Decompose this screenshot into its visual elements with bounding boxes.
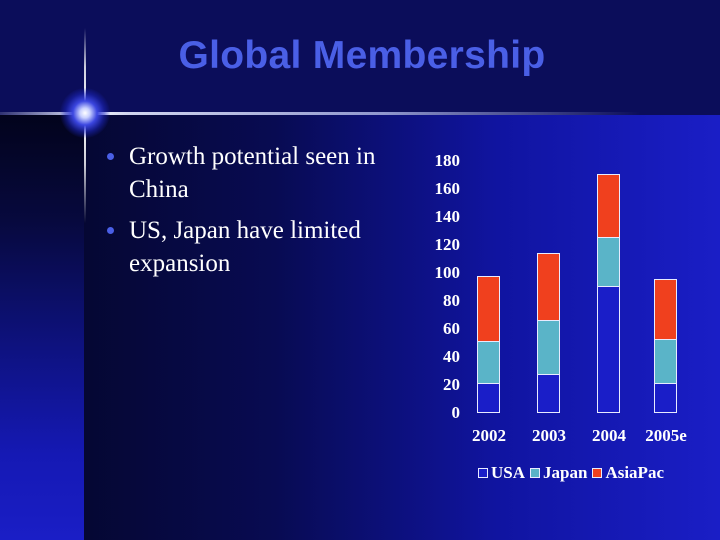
segment-asiapac — [478, 276, 499, 342]
x-tick-label: 2004 — [592, 426, 626, 445]
y-tick-label: 180 — [434, 151, 461, 170]
star-glow-icon — [60, 88, 110, 138]
bar-2002 — [477, 275, 500, 413]
segment-usa — [538, 374, 559, 412]
stacked-bar-chart: 180 160 140 120 100 80 60 40 20 0 2002 2003 2004 200… — [410, 140, 710, 500]
legend: USA Japan AsiaPac — [478, 463, 669, 483]
asiapac-swatch-icon — [592, 468, 603, 478]
y-tick-label: 140 — [434, 207, 461, 226]
y-tick-label: 80 — [443, 291, 460, 310]
bullet-text: Growth potential seen in China — [129, 143, 376, 203]
legend-label: Japan — [543, 463, 588, 482]
legend-label: USA — [491, 463, 526, 482]
horizontal-rule — [0, 112, 640, 115]
segment-asiapac — [598, 174, 619, 239]
bullet-list: Growth potential seen in China US, Japan… — [106, 140, 416, 280]
legend-item-japan: Japan — [530, 463, 587, 483]
segment-usa — [598, 287, 619, 412]
title-band — [0, 0, 720, 115]
segment-japan — [478, 341, 499, 385]
x-tick-label: 2002 — [472, 426, 506, 445]
bar-2005e — [654, 278, 677, 413]
legend-label: AsiaPac — [605, 463, 664, 482]
y-tick-label: 160 — [434, 179, 461, 198]
segment-asiapac — [655, 279, 676, 341]
japan-swatch-icon — [530, 468, 541, 478]
usa-swatch-icon — [478, 468, 488, 478]
y-tick-label: 120 — [434, 235, 461, 254]
slide-title: Global Membership — [178, 34, 546, 77]
segment-usa — [478, 384, 499, 412]
bullet-item: US, Japan have limited expansion — [106, 214, 416, 280]
left-decor-strip — [0, 115, 84, 540]
bullet-dot-icon — [107, 227, 114, 234]
y-tick-label: 20 — [443, 375, 460, 394]
segment-japan — [655, 340, 676, 385]
y-tick-label: 60 — [443, 319, 460, 338]
segment-asiapac — [538, 254, 559, 321]
x-tick-label: 2003 — [532, 426, 566, 445]
y-tick-label: 0 — [451, 403, 461, 422]
bullet-dot-icon — [107, 153, 114, 160]
legend-item-usa: USA — [478, 463, 525, 483]
y-tick-label: 100 — [434, 263, 461, 282]
bar-2003 — [537, 253, 560, 413]
bullet-item: Growth potential seen in China — [106, 140, 416, 206]
segment-japan — [538, 320, 559, 375]
x-tick-label: 2005e — [645, 426, 687, 445]
y-tick-label: 40 — [443, 347, 460, 366]
segment-japan — [598, 238, 619, 288]
bullet-text: US, Japan have limited expansion — [129, 217, 361, 277]
legend-item-asiapac: AsiaPac — [592, 463, 664, 483]
segment-usa — [655, 384, 676, 412]
bar-2004 — [597, 173, 620, 413]
